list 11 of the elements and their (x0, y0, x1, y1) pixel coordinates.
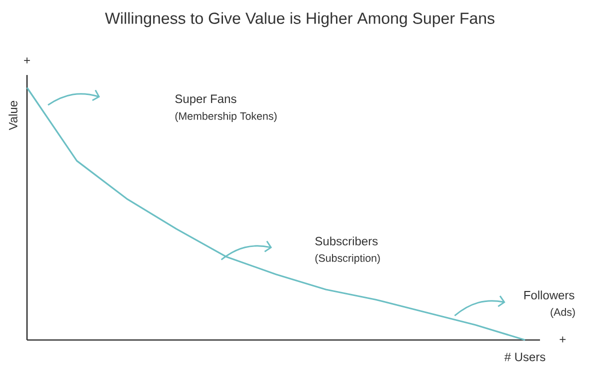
annotation: (Membership Tokens) (175, 112, 277, 122)
y-axis-title: Value (8, 100, 18, 130)
text: (Ads) (550, 308, 575, 318)
annotation: Subscribers (315, 236, 378, 246)
annotation: Super Fans (175, 94, 236, 106)
x-axis-title: # Users (504, 352, 546, 362)
chart-title: Willingness to Give Value is Higher Among Super Fans (105, 12, 494, 28)
text: + (24, 58, 30, 64)
annotation: Followers (524, 290, 574, 300)
annotation: (Subscription) (315, 254, 380, 264)
text: + (560, 336, 566, 342)
